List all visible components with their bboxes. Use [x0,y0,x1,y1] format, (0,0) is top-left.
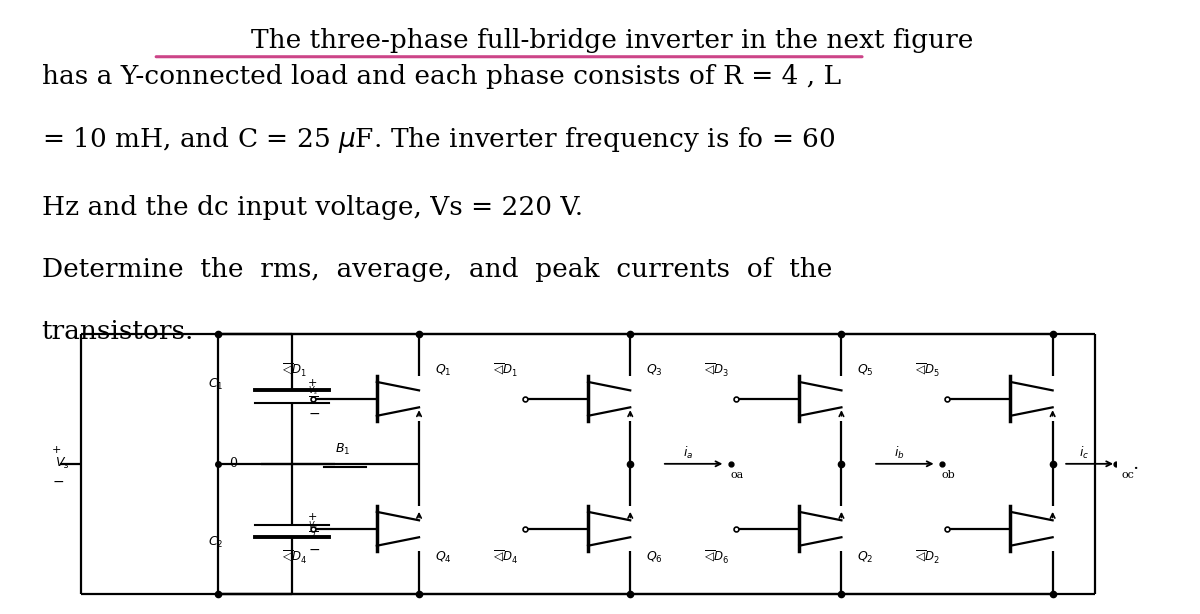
Text: $\overline{\triangleleft}D_1$: $\overline{\triangleleft}D_1$ [282,362,306,379]
Text: $\overline{\triangleleft}D_1$: $\overline{\triangleleft}D_1$ [493,362,517,379]
Text: $Q_2$: $Q_2$ [857,550,874,564]
Text: oc: oc [1121,470,1134,480]
Text: $V_s$: $V_s$ [55,456,70,472]
Text: $\overline{\triangleleft}D_5$: $\overline{\triangleleft}D_5$ [916,362,940,379]
Text: 0: 0 [229,457,236,470]
Text: $Q_5$: $Q_5$ [857,363,874,378]
Text: $\frac{V_s}{2}$: $\frac{V_s}{2}$ [308,519,318,542]
Text: +: + [308,513,318,523]
Text: $-$: $-$ [308,542,320,556]
Text: oa: oa [731,470,744,480]
Text: $i_c$: $i_c$ [1079,445,1090,460]
Text: The three-phase full-bridge inverter in the next figure: The three-phase full-bridge inverter in … [251,28,973,53]
Text: $i_b$: $i_b$ [894,445,905,460]
Text: $-$: $-$ [52,474,64,488]
Text: $\overline{\triangleleft}D_4$: $\overline{\triangleleft}D_4$ [282,548,307,565]
Text: $i_a$: $i_a$ [683,445,694,460]
Text: $\mathit{B}_1$: $\mathit{B}_1$ [335,442,350,457]
Text: $C_1$: $C_1$ [208,377,223,392]
Text: $\overline{\triangleleft}D_2$: $\overline{\triangleleft}D_2$ [916,548,940,565]
Text: $Q_6$: $Q_6$ [646,550,662,564]
Text: has a Y-connected load and each phase consists of R = 4 , L: has a Y-connected load and each phase co… [42,64,841,90]
Text: .: . [1132,455,1138,473]
Text: $\overline{\triangleleft}D_3$: $\overline{\triangleleft}D_3$ [704,362,728,379]
Text: transistors.: transistors. [42,319,194,344]
Text: $Q_4$: $Q_4$ [434,550,451,564]
Text: ob: ob [942,470,955,480]
Text: $Q_3$: $Q_3$ [646,363,662,378]
Text: = 10 mH, and C = 25 $\mu$F. The inverter frequency is fo = 60: = 10 mH, and C = 25 $\mu$F. The inverter… [42,125,835,155]
Text: $Q_1$: $Q_1$ [434,363,451,378]
Text: $\overline{\triangleleft}D_4$: $\overline{\triangleleft}D_4$ [493,548,518,565]
Text: $-$: $-$ [308,406,320,420]
Text: +: + [308,378,318,388]
Text: $C_2$: $C_2$ [208,535,223,550]
Text: $\frac{V_s}{2}$: $\frac{V_s}{2}$ [308,384,318,408]
Text: Determine  the  rms,  average,  and  peak  currents  of  the: Determine the rms, average, and peak cur… [42,257,832,282]
Text: Hz and the dc input voltage, Vs = 220 V.: Hz and the dc input voltage, Vs = 220 V. [42,195,583,220]
Text: $\overline{\triangleleft}D_6$: $\overline{\triangleleft}D_6$ [704,548,728,565]
Text: +: + [52,445,61,455]
